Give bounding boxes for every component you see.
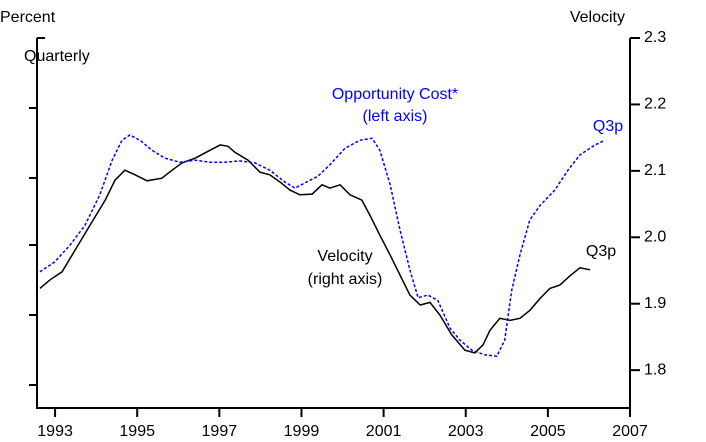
- x-tick-label: 1997: [202, 423, 238, 440]
- line-series: [39, 144, 591, 354]
- x-tick-label: 1993: [37, 423, 73, 440]
- x-tick-label: 1999: [284, 423, 320, 440]
- annotation: Velocity: [317, 248, 372, 265]
- y-tick-label: 2.3: [644, 29, 666, 46]
- right-axis-label: Velocity: [570, 9, 625, 26]
- y-tick-label: 2.2: [644, 96, 666, 113]
- frequency-label: Quarterly: [24, 48, 90, 65]
- x-tick-label: 1995: [119, 423, 155, 440]
- x-tick-label: 2007: [612, 423, 648, 440]
- x-tick-label: 2001: [366, 423, 402, 440]
- line-series: [39, 134, 606, 358]
- y-tick-label: 1.9: [644, 295, 666, 312]
- y-tick-label: 1.8: [644, 361, 666, 378]
- annotation: Q3p: [586, 243, 616, 260]
- annotation: (right axis): [308, 271, 383, 288]
- left-axis-label: Percent: [0, 9, 56, 26]
- x-tick-label: 2005: [530, 423, 566, 440]
- annotation: (left axis): [363, 108, 428, 125]
- y-tick-label: 2.1: [644, 162, 666, 179]
- x-tick-label: 2003: [448, 423, 484, 440]
- y-tick-label: 2.0: [644, 229, 666, 246]
- annotation: Q3p: [593, 118, 623, 135]
- annotation: Opportunity Cost*: [332, 86, 458, 103]
